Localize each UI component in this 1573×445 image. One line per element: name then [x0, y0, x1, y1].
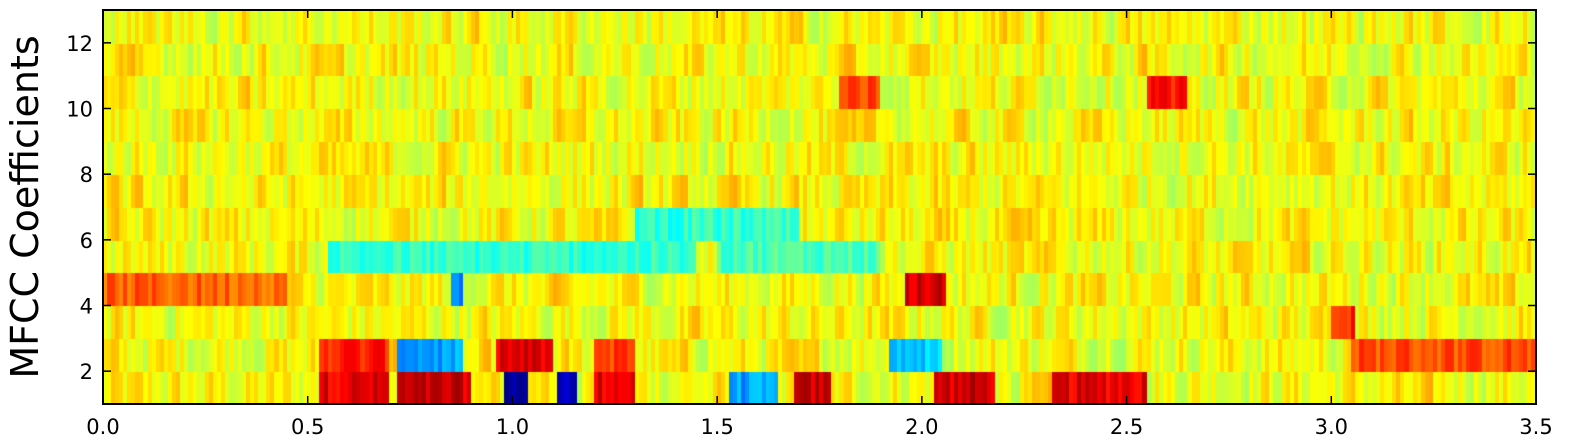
y-tick-label: 2 — [80, 360, 93, 384]
y-tick-group: 2 4 6 8 10 12 — [66, 32, 1536, 384]
y-tick-label: 12 — [66, 32, 93, 56]
x-tick-group: 0.0 0.5 1.0 1.5 2.0 2.5 3.0 3.5 — [86, 10, 1553, 439]
y-tick-label: 6 — [80, 229, 93, 253]
x-tick-label: 1.5 — [700, 415, 733, 439]
y-tick-label: 8 — [80, 163, 93, 187]
heatmap-image — [103, 10, 1536, 404]
x-tick-label: 2.0 — [905, 415, 938, 439]
x-tick-label: 2.5 — [1110, 415, 1143, 439]
x-tick-label: 1.0 — [496, 415, 529, 439]
plot-frame — [102, 9, 1537, 405]
y-tick-label: 10 — [66, 98, 93, 122]
x-tick-label: 3.5 — [1519, 415, 1552, 439]
x-tick-label: 0.5 — [291, 415, 324, 439]
x-tick-label: 0.0 — [86, 415, 119, 439]
x-tick-label: 3.0 — [1315, 415, 1348, 439]
y-axis-title: MFCC Coefficients — [3, 35, 47, 378]
y-tick-label: 4 — [80, 295, 93, 319]
